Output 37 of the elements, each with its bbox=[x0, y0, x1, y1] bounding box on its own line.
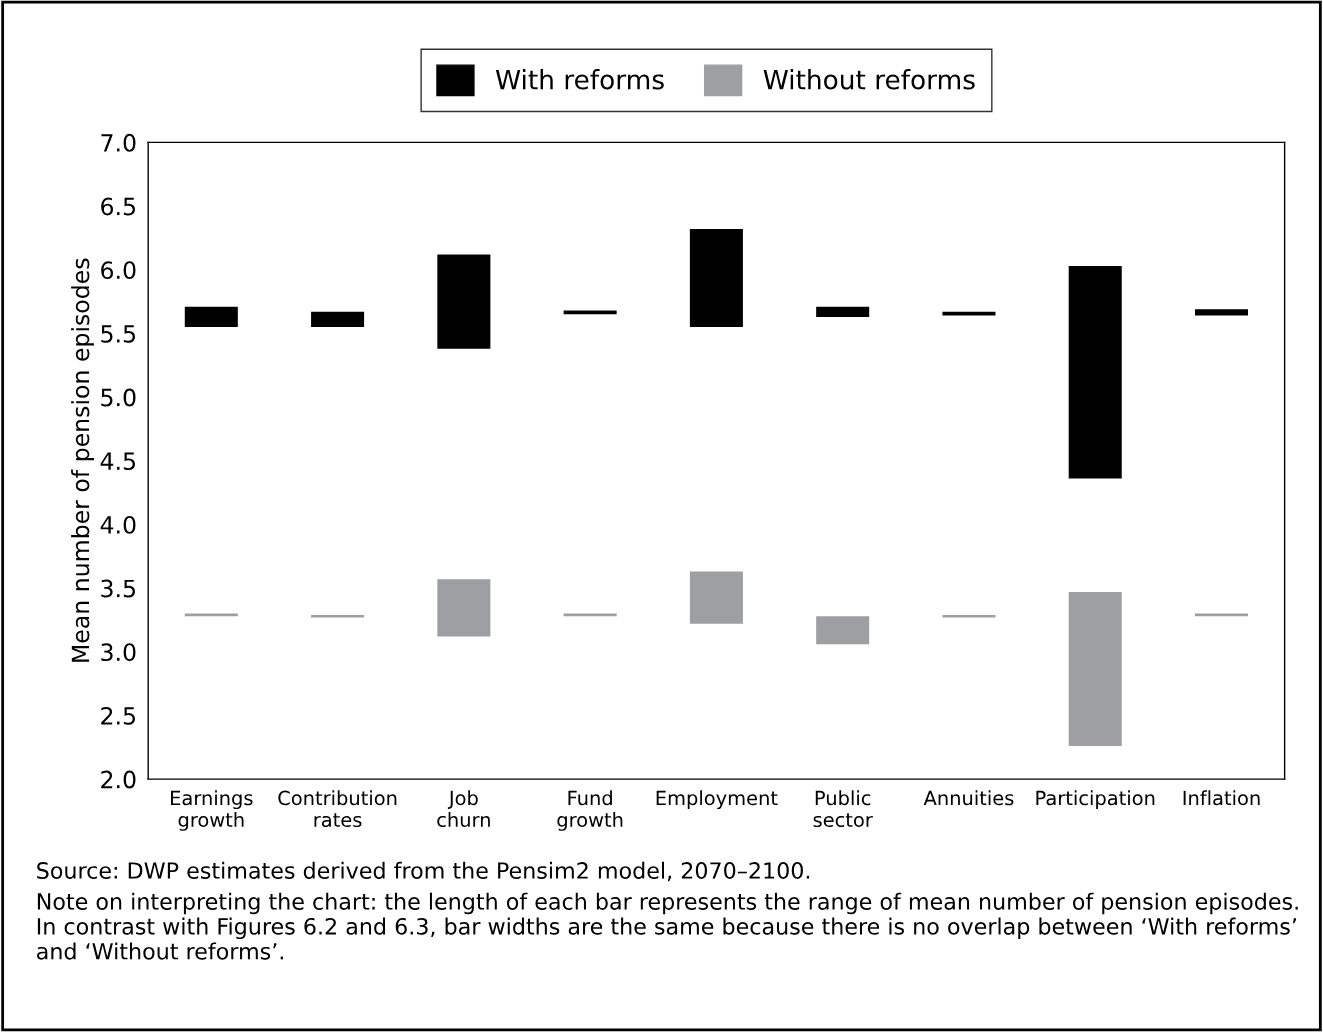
y-axis-title: Mean number of pension episodes bbox=[71, 258, 94, 662]
bar bbox=[689, 571, 743, 624]
y-tick-label: 5.0 bbox=[101, 388, 136, 407]
bar bbox=[437, 254, 491, 349]
bar bbox=[816, 306, 870, 317]
x-tick-label: Public sector bbox=[813, 790, 873, 828]
bar bbox=[689, 229, 743, 328]
y-tick-label: 6.0 bbox=[101, 261, 136, 280]
y-tick-label: 2.5 bbox=[101, 706, 135, 725]
x-tick-label: Inflation bbox=[1183, 790, 1260, 806]
y-tick-label: 5.5 bbox=[101, 325, 135, 343]
text: Note on interpreting the chart: the length of each bar represents the range of mean number of pension episodes. In contrast with Figures 6.2 and 6.3, bar widths are the same because there is no overlap between ‘With reforms’ and ‘Without reforms’. bbox=[37, 892, 1298, 960]
x-tick-label: Participation bbox=[1036, 790, 1155, 810]
x-tick-label: Contribution rates bbox=[278, 790, 397, 828]
x-tick-label: Earnings growth bbox=[171, 790, 253, 831]
x-tick-label: Fund growth bbox=[557, 790, 623, 831]
y-tick-label: 6.5 bbox=[101, 197, 135, 216]
bar bbox=[437, 579, 491, 637]
bar bbox=[1068, 265, 1122, 479]
y-tick-label: 7.0 bbox=[101, 133, 136, 152]
x-tick-label: Annuities bbox=[923, 790, 1014, 806]
x-tick-label: Job churn bbox=[437, 790, 490, 828]
bar bbox=[311, 311, 365, 328]
legend-label: With reforms bbox=[495, 69, 664, 90]
y-tick-label: 3.5 bbox=[101, 579, 135, 598]
x-tick-label: Employment bbox=[656, 790, 778, 810]
y-tick-label: 4.5 bbox=[100, 452, 135, 471]
y-tick-label: 4.0 bbox=[100, 515, 136, 534]
y-tick-label: 3.0 bbox=[101, 643, 136, 662]
bar bbox=[1068, 591, 1122, 747]
bar bbox=[942, 311, 996, 316]
y-tick-label: 2.0 bbox=[101, 770, 136, 789]
bar bbox=[184, 306, 238, 328]
source-note: Source: DWP estimates derived from the Pensim2 model, 2070–2100. bbox=[37, 861, 810, 882]
bar bbox=[816, 616, 870, 645]
legend-label: Without reforms bbox=[763, 69, 975, 90]
bar bbox=[1194, 309, 1249, 316]
